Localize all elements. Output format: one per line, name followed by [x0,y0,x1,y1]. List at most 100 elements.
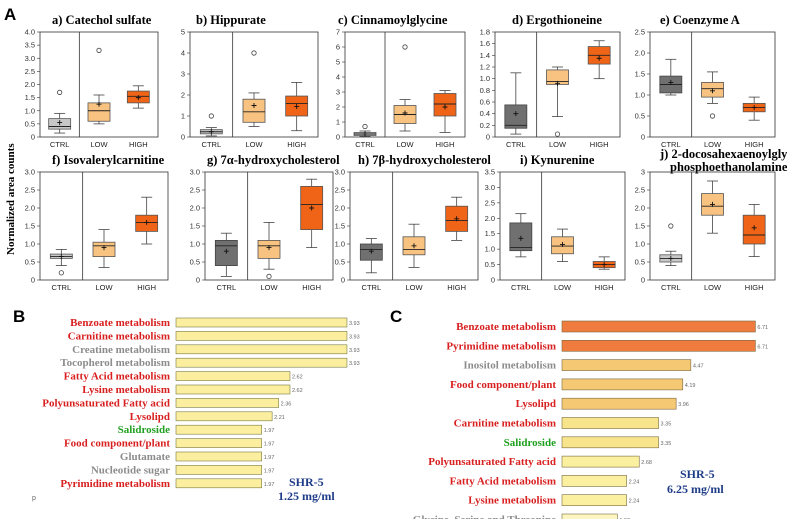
boxplot-title: j) 2-docosahexaenoylglycero [659,147,787,161]
pathway-value: 1.97 [264,482,275,488]
pathway-value: 1.97 [264,442,275,448]
pathway-label: Food component/plant [64,438,170,450]
pathway-row-c: 2.24 Lysine metabolism [468,494,639,507]
y-tick-label: 2.0 [190,204,200,213]
y-tick-label: 2.5 [635,186,645,195]
pathway-label: Carnitine metabolism [68,330,170,342]
outlier-point [251,50,257,56]
pathway-row-c: 4.47 Inositol metabolism [463,359,704,372]
pathway-bar [561,417,659,429]
x-category-label: HIGH [745,140,764,149]
mean-marker [411,243,417,249]
panel-c-letter: C [390,307,402,326]
pathway-label: Lysine metabolism [82,384,170,396]
mean-marker [751,225,757,231]
pathway-bar [561,339,756,352]
mean-marker [362,131,368,137]
boxplot-title: b) Hippurate [196,13,266,27]
pathway-row-c: 6.71 Pyrimidine metabolism [446,339,768,352]
x-category-label: CTRL [362,283,382,292]
mean-marker [251,103,257,108]
pathway-row-c: 3.96 Lysolipd [516,397,689,410]
pathway-value: 2.62 [292,375,303,381]
pathway-value: 6.71 [757,325,768,331]
x-category-label: HIGH [129,140,148,149]
box [242,98,266,123]
mean-marker [144,219,150,225]
boxplot-10: j) 2-docosahexaenoylglycerophosphoethano… [635,147,787,292]
panel-c-note-line1: SHR-5 [680,467,715,481]
y-tick-label: 0 [181,133,185,142]
panel-c: C SHR-5 6.25 mg/ml 6.71 Benzoate metaboli… [390,307,768,519]
y-tick-label: 1.5 [25,222,35,231]
pathway-label: Polyunsaturated Fatty acid [428,456,556,468]
pathway-value: 1.97 [264,468,275,474]
pathway-label: Carnitine metabolism [454,418,556,430]
pathway-value: 2.36 [281,401,292,407]
y-tick-label: 1.0 [485,245,495,254]
pathway-bar [561,475,627,487]
pathway-row-b: 1.97 Glutamate [120,451,275,463]
y-tick-label: 0 [491,276,495,285]
pathway-label: Lysolipd [516,398,556,410]
y-tick-label: 1.5 [25,93,35,102]
y-tick-label: 2.0 [25,204,35,213]
pathway-label: Fatty Acid metabolism [64,371,170,383]
y-tick-label: 6 [336,43,340,52]
boxplot-title: i) Kynurenine [520,153,595,167]
pathway-label: Salidroside [504,437,556,449]
x-category-label: LOW [704,140,722,149]
boxplot-9: i) Kynurenine 0 0.5 1.0 1.5 2.0 2.5 3.0 3.5 CTRL L… [485,153,626,292]
y-tick-label: 7 [336,28,340,37]
x-category-label: LOW [704,283,722,292]
mean-marker [294,104,300,110]
pathway-value: 2.62 [292,388,303,394]
outlier-point [362,123,368,130]
boxplot-6: f) Isovalerylcarnitine 0 0.5 1.0 1.5 2.0 2.5 3.… [25,153,169,292]
pathway-value: 2.24 [629,479,640,485]
boxplot-2: b) Hippurate 0 1 2 3 4 5 CTRL LOW HIGH [181,13,319,149]
x-category-label: CTRL [355,140,375,149]
y-tick-label: 2.5 [335,186,345,195]
y-tick-label: 1.5 [190,222,200,231]
mean-marker [223,248,229,254]
pathway-bar [175,344,348,355]
mean-marker [442,104,448,110]
y-tick-label: 1.0 [480,74,490,83]
boxplot-1: a) Catechol sulfate 0 0.5 1.0 1.5 2.0 2.5 3.0 3.… [25,13,159,149]
y-tick-label: 2.5 [25,186,35,195]
pathway-value: 3.35 [661,422,672,428]
y-tick-label: 0 [641,276,645,285]
y-tick-label: 0.4 [480,109,490,118]
panel-b-letter: B [13,307,25,326]
x-category-label: HIGH [590,140,609,149]
mean-marker [513,111,519,117]
pathway-value: 2.68 [641,460,652,466]
y-tick-label: 1.8 [480,28,490,37]
y-tick-label: 3.5 [25,41,35,50]
pathway-value: 3.35 [661,441,672,447]
y-tick-label: 0 [31,133,35,142]
panel-b-note-line1: SHR-5 [289,475,324,489]
y-tick-label: 5 [181,28,185,37]
y-tick-label: 0 [31,276,35,285]
y-tick-label: 1.6 [480,39,490,48]
y-tick-label: 0.6 [480,98,490,107]
mean-marker [266,245,272,251]
plot-frame [189,31,319,138]
pathway-value: 4.47 [693,364,704,370]
x-category-label: LOW [260,283,278,292]
x-category-label: LOW [90,140,108,149]
y-tick-label: 3.0 [335,168,345,177]
mean-marker [668,255,674,261]
pathway-label: Benzoate metabolism [70,317,170,329]
y-tick-label: 1.5 [635,70,645,79]
boxplot-title: f) Isovalerylcarnitine [52,153,165,167]
y-tick-label: 0 [486,133,490,142]
x-category-label: LOW [396,140,414,149]
boxplot-5: e) Coenzyme A 0 0.5 1.0 1.5 2.0 2.5 CTRL LOW HIGH [635,13,776,149]
x-category-label: HIGH [287,140,306,149]
x-category-label: LOW [554,283,572,292]
mean-marker [454,216,460,222]
panel-c-note-line2: 6.25 mg/ml [667,482,724,496]
